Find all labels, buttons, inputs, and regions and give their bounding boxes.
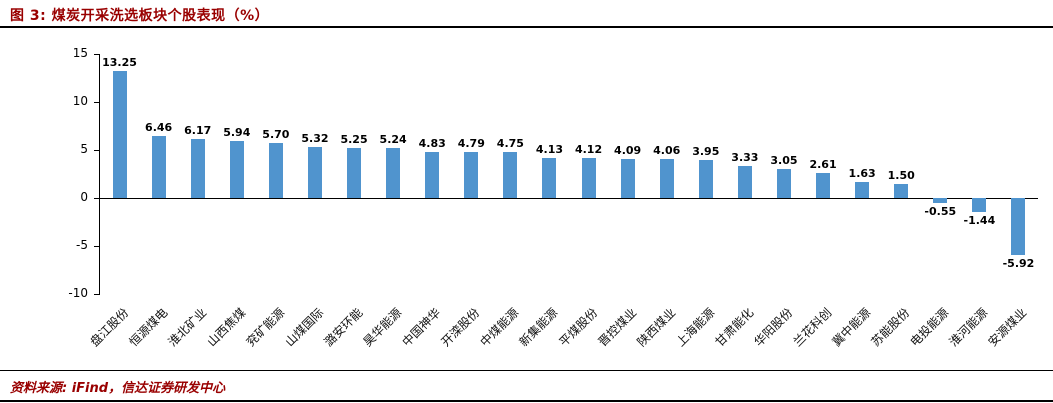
x-axis-label: 山西焦煤 [204, 305, 249, 350]
x-axis-label: 中国神华 [399, 305, 444, 350]
bar [855, 182, 870, 198]
x-axis-label: 苏能股份 [868, 305, 913, 350]
bar [425, 151, 440, 198]
y-axis-label: 15 [72, 46, 88, 60]
bar-value-label: -5.92 [1002, 256, 1035, 270]
bar [542, 158, 557, 198]
y-axis-tick [94, 197, 100, 199]
x-axis-label: 中煤能源 [477, 305, 522, 350]
y-axis-label: -10 [68, 286, 88, 300]
bar [659, 159, 674, 198]
y-axis-tick [94, 101, 100, 103]
x-axis-label: 昊华能源 [360, 305, 405, 350]
zero-axis-line [100, 197, 1038, 199]
bar-value-label: 4.13 [535, 143, 564, 157]
x-axis-label: 华阳股份 [751, 305, 796, 350]
bar-value-label: 1.63 [848, 167, 876, 181]
bar-chart: 15 10 5 0 -5 -10 13.25 盘江股份 6.46 恒源煤电 6.17 淮北矿业 5.94… [0, 30, 1053, 370]
bar [737, 166, 752, 198]
x-axis-label: 开滦股份 [438, 305, 483, 350]
bar [620, 158, 635, 198]
bar [151, 135, 166, 198]
source-divider [0, 370, 1053, 371]
y-axis-label: -5 [76, 238, 88, 252]
x-axis-label: 电投能源 [907, 305, 952, 350]
x-axis-label: 安源煤业 [985, 305, 1030, 350]
x-axis-label: 新集能源 [516, 305, 561, 350]
bar [698, 160, 713, 198]
x-axis-label: 盘江股份 [87, 305, 131, 350]
x-axis-label: 甘肃能化 [712, 305, 757, 350]
bar [347, 147, 362, 198]
bar-value-label: 5.24 [379, 132, 407, 146]
y-axis-label: 5 [80, 142, 88, 156]
bar-value-label: -0.55 [924, 205, 957, 219]
x-axis-label: 淮北矿业 [165, 305, 210, 350]
bar-value-label: 4.12 [574, 143, 603, 157]
bar [581, 158, 596, 198]
figure-title: 图 3: 煤炭开采洗选板块个股表现（%） [10, 8, 270, 24]
x-axis-label: 恒源煤电 [126, 305, 170, 350]
bar [972, 198, 987, 212]
x-axis-label: 淮河能源 [946, 305, 991, 350]
bar-value-label: 2.61 [809, 157, 837, 171]
bar-value-label: -1.44 [963, 213, 996, 227]
bar-value-label: 4.06 [653, 144, 681, 158]
source-note: 资料来源: iFind，信达证券研发中心 [10, 381, 226, 396]
bar [112, 70, 127, 198]
bar [268, 143, 283, 198]
x-axis-label: 陕西煤业 [634, 305, 679, 350]
bar-value-label: 4.79 [457, 137, 485, 151]
y-axis-tick [94, 53, 100, 55]
bar-value-label: 6.46 [145, 120, 173, 134]
title-divider [0, 26, 1053, 28]
bar-value-label: 4.83 [418, 136, 446, 150]
bar [776, 168, 791, 198]
bar-value-label: 4.09 [614, 143, 642, 157]
bar [933, 198, 948, 204]
bar [503, 152, 518, 198]
x-axis-label: 潞安环能 [321, 305, 366, 350]
y-axis-tick [94, 245, 100, 247]
bar [229, 140, 244, 198]
bar [190, 138, 205, 198]
bottom-divider [0, 400, 1053, 402]
bar [816, 172, 831, 198]
y-axis-tick [94, 293, 100, 295]
x-axis-label: 山煤国际 [282, 305, 327, 350]
x-axis-label: 上海能源 [673, 305, 718, 350]
bar-value-label: 5.94 [223, 125, 251, 139]
bar-value-label: 1.50 [887, 168, 915, 182]
y-axis-label: 0 [80, 190, 88, 204]
y-axis-line [99, 54, 100, 294]
bar [894, 183, 909, 198]
bar-value-label: 5.32 [301, 131, 329, 145]
bar-value-label: 3.33 [731, 151, 759, 165]
x-axis-label: 晋控煤业 [595, 305, 639, 350]
bar-value-label: 3.95 [692, 145, 720, 159]
x-axis-label: 冀中能源 [829, 305, 874, 350]
x-axis-label: 兖矿能源 [243, 305, 288, 350]
y-axis-label: 10 [72, 94, 88, 108]
y-axis-tick [94, 149, 100, 151]
bar-value-label: 4.75 [496, 137, 524, 151]
bar-value-label: 3.05 [770, 153, 798, 167]
bar [1011, 198, 1026, 255]
bar-value-label: 5.25 [340, 132, 368, 146]
bar-value-label: 13.25 [102, 55, 137, 69]
x-axis-label: 平煤股份 [556, 305, 600, 350]
bar [307, 146, 322, 198]
bar-value-label: 5.70 [262, 128, 290, 142]
x-axis-label: 兰花科创 [790, 305, 835, 350]
bar-value-label: 6.17 [184, 123, 212, 137]
bar [464, 152, 479, 198]
bar [386, 147, 401, 198]
